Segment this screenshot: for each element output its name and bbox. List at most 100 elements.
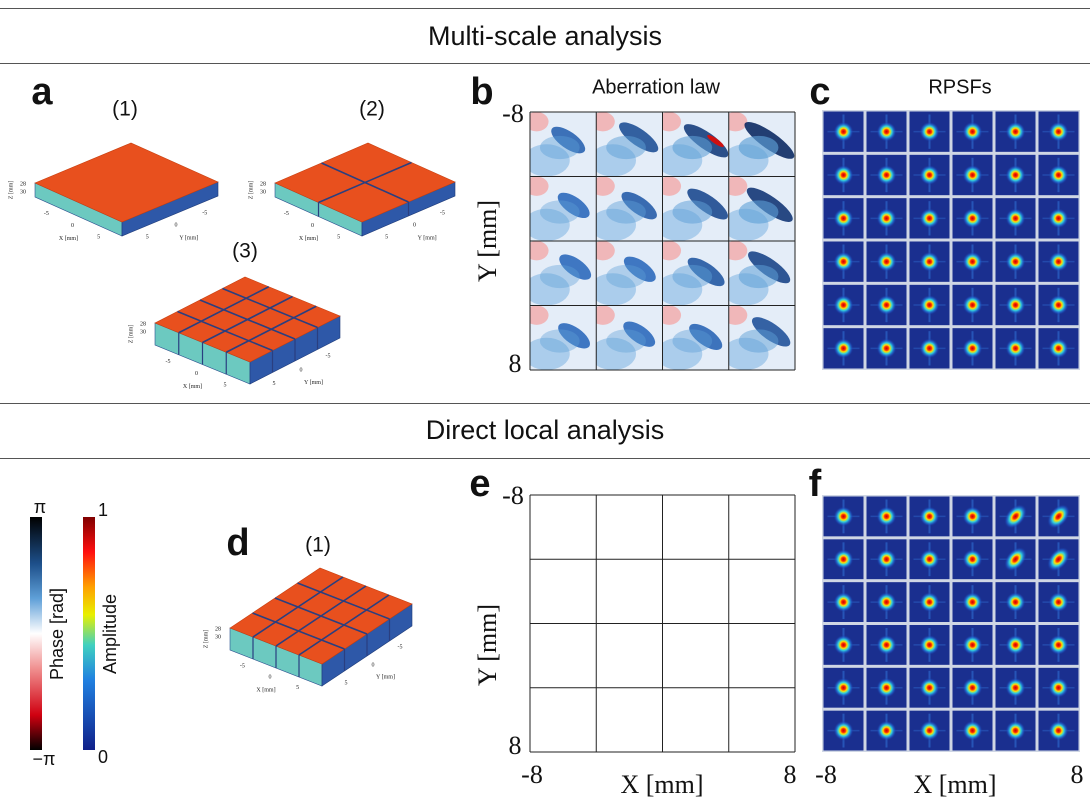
tick-label: 0: [300, 367, 303, 373]
phase-map-tile: [596, 241, 663, 306]
axis-label: Z [mm]: [203, 630, 209, 649]
psf-spot: [876, 720, 897, 741]
psf-spot: [833, 295, 854, 315]
y-tick-label: 8: [509, 349, 522, 378]
phase-map-tile: [722, 559, 799, 623]
phase-blob: [530, 273, 570, 306]
amplitude-colorbar: [83, 517, 95, 750]
psf-spot: [1048, 121, 1069, 142]
tick-label: -5: [166, 359, 171, 365]
psf-spot: [962, 634, 983, 655]
phase-blob: [596, 208, 636, 241]
phase-map-tile: [722, 488, 802, 559]
phase-map-tile: [596, 176, 663, 241]
phase-map-tile: [523, 495, 596, 559]
colorbar-min: −π: [33, 749, 56, 769]
psf-spot: [1005, 251, 1026, 272]
phase-map-grid: [523, 488, 802, 753]
phase-stripe: [551, 126, 586, 154]
phase-map-tile: [662, 112, 729, 177]
tile-bg: [530, 495, 596, 559]
phase-blob: [539, 264, 580, 289]
phase-blob: [723, 688, 747, 707]
phase-stripe: [681, 566, 730, 607]
tick-label: 5: [296, 685, 299, 691]
panel-letter: e: [469, 463, 490, 505]
psf-spot: [919, 549, 940, 570]
psf-spot: [876, 295, 897, 315]
phase-map-tile: [722, 624, 798, 688]
phase-blob: [540, 712, 580, 735]
x-tick-label: -8: [521, 760, 543, 789]
tile-bg: [596, 559, 662, 623]
phase-map-tile: [523, 624, 596, 688]
phase-blob: [530, 305, 549, 325]
tick-label: 28: [140, 321, 146, 327]
phase-stripe: [615, 565, 659, 603]
phase-stripe: [736, 488, 801, 541]
phase-blob: [591, 688, 615, 707]
phase-map-tile: [590, 559, 663, 623]
y-tick-label: 8: [509, 731, 522, 760]
phase-stripe: [679, 499, 732, 543]
phase-blob: [596, 176, 615, 196]
phase-map-tile: [662, 305, 729, 370]
phase-blob: [657, 495, 681, 514]
axis-label: Z [mm]: [248, 181, 254, 200]
phase-stripe: [557, 192, 590, 219]
phase-blob: [540, 519, 580, 542]
phase-map-tile: [530, 305, 597, 370]
phase-blob: [539, 200, 580, 224]
psf-spot: [962, 720, 983, 741]
phase-blob: [662, 273, 703, 306]
phase-stripe: [623, 321, 656, 347]
segment-edge: [274, 597, 368, 635]
psf-spot: [919, 506, 940, 527]
psf-spot: [962, 338, 983, 359]
tile-bg: [596, 624, 662, 688]
phase-stripe: [747, 628, 798, 670]
phase-blob: [539, 135, 580, 160]
phase-blob: [596, 241, 615, 261]
phase-blob: [596, 273, 636, 306]
y-axis-label: Y [mm]: [473, 604, 502, 686]
psf-spot: [833, 121, 854, 142]
tick-label: -5: [202, 210, 207, 216]
phase-blob: [530, 337, 570, 370]
tile-bg: [729, 495, 795, 559]
psf-spot: [919, 338, 940, 359]
psf-spot: [962, 549, 983, 570]
psf-spot: [1047, 504, 1070, 529]
phase-map-tile: [590, 495, 663, 559]
axis-label: Y [mm]: [418, 235, 437, 241]
phase-map-tile: [662, 176, 729, 241]
dividers: [0, 8, 1090, 459]
tick-label: 30: [260, 189, 266, 195]
tick-label: 30: [140, 329, 146, 335]
axis-label: Z [mm]: [128, 325, 134, 344]
phase-stripe: [706, 516, 725, 532]
tile-bg: [663, 688, 729, 752]
psf-spot: [876, 165, 897, 185]
tick-label: -5: [284, 211, 289, 217]
psf-grid: [822, 495, 1080, 752]
phase-stripe: [553, 696, 593, 731]
x-tick-label: 8: [1071, 760, 1084, 789]
panel-letter: a: [31, 71, 53, 113]
psf-spot: [1048, 592, 1069, 613]
tick-label: 5: [385, 234, 388, 240]
phase-blob: [606, 264, 646, 289]
psf-spot: [833, 720, 854, 741]
phase-blob: [596, 305, 615, 325]
phase-blob: [591, 495, 615, 514]
phase-stripe: [621, 191, 657, 220]
psf-spot: [962, 251, 983, 272]
psf-spot: [1004, 547, 1027, 572]
phase-blob: [672, 712, 712, 735]
y-tick-label: -8: [502, 99, 524, 128]
phase-map-tile: [728, 112, 795, 177]
phase-stripe: [745, 562, 800, 607]
phase-stripe: [618, 697, 658, 732]
phase-blob: [606, 583, 646, 606]
